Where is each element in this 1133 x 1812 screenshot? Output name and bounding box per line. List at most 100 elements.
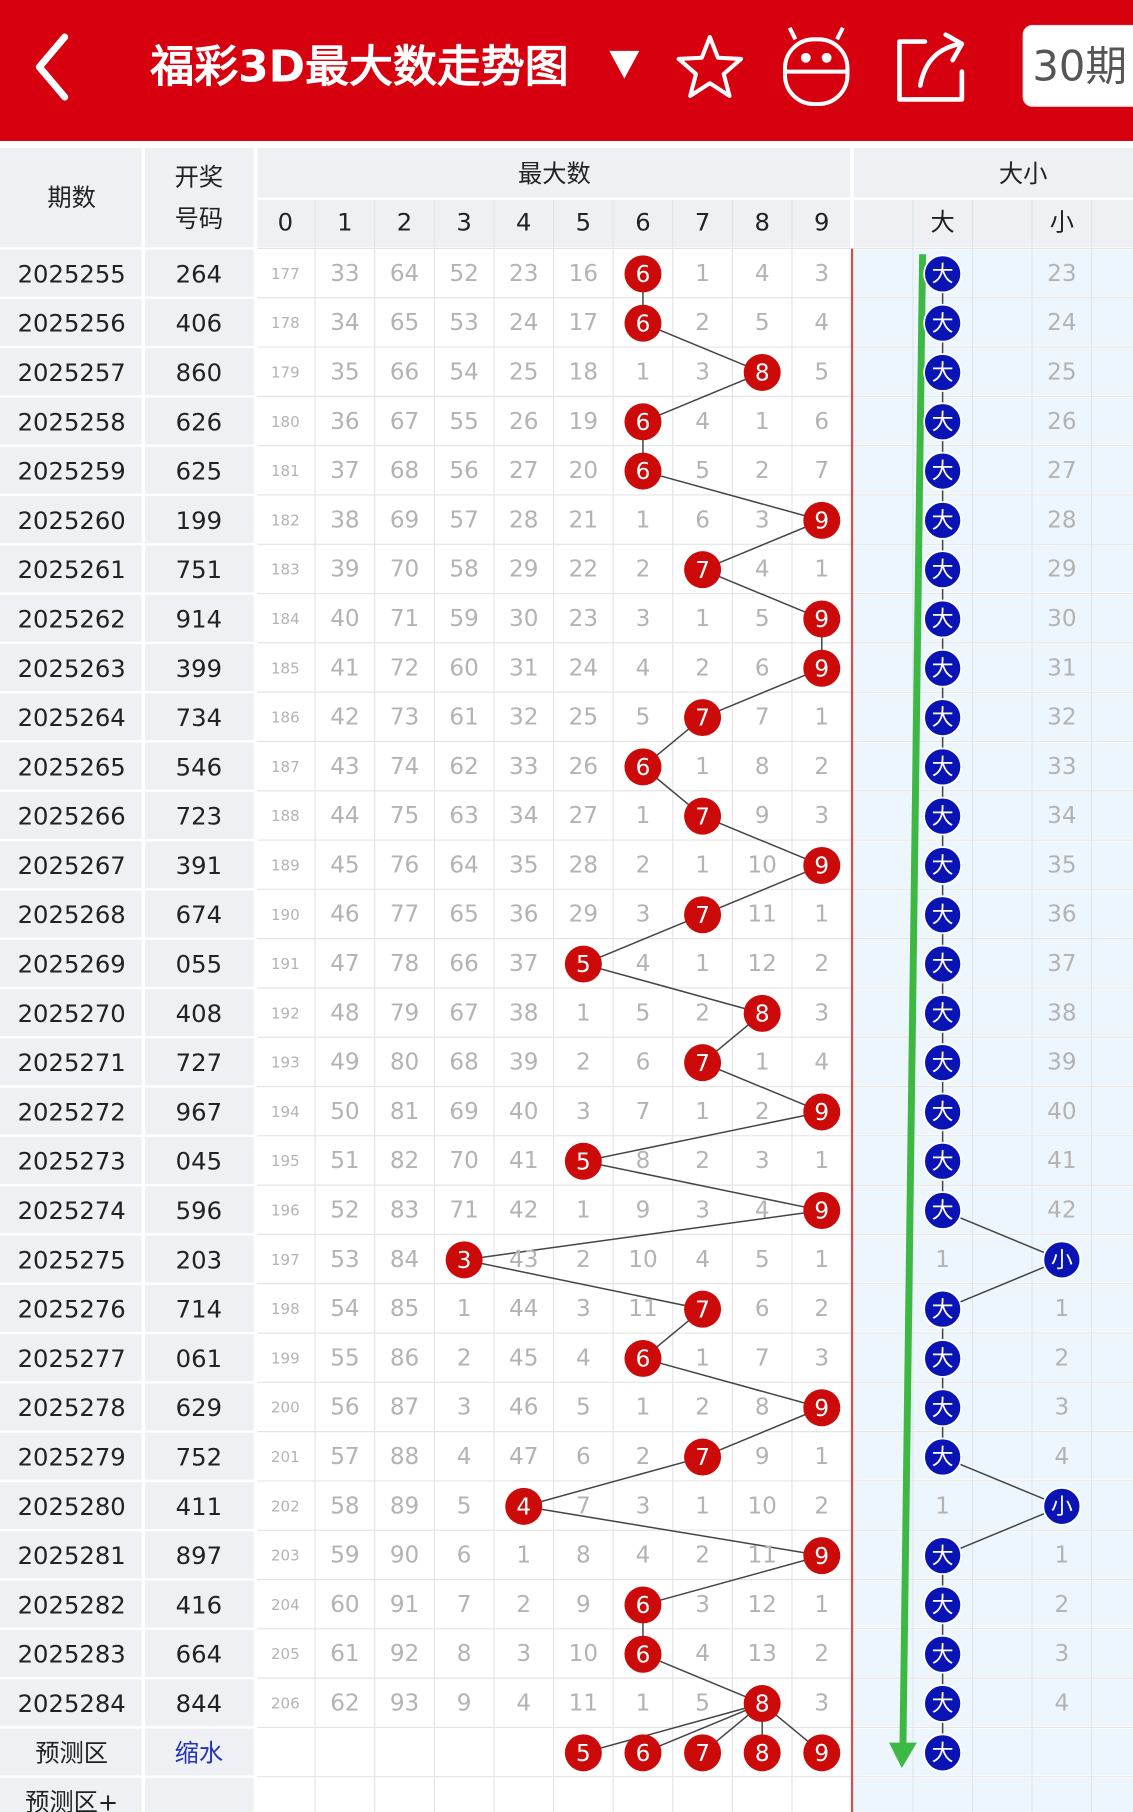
trend-line — [702, 519, 823, 571]
draw-number: 264 — [176, 259, 222, 288]
size-label: 大 — [932, 1594, 954, 1619]
max-digit-label: 7 — [695, 558, 710, 584]
miss-count: 1 — [695, 852, 710, 878]
issue: 2025275 — [18, 1245, 126, 1274]
max-digit-ball — [743, 1685, 781, 1723]
max-digit-ball — [684, 1044, 722, 1082]
miss-count: 206 — [271, 1695, 300, 1713]
miss-count: 6 — [755, 655, 770, 681]
miss-count: 11 — [747, 902, 776, 928]
max-digit-label: 7 — [695, 1297, 710, 1323]
dropdown-arrow[interactable] — [609, 50, 640, 79]
size-ball — [923, 698, 962, 737]
max-digit-ball — [564, 1734, 602, 1772]
max-digit-ball — [564, 1142, 602, 1180]
back-button[interactable] — [35, 33, 69, 101]
size-label: 大 — [932, 312, 954, 337]
miss-count: 24 — [509, 310, 538, 336]
max-digit-ball — [803, 501, 841, 539]
size-ball — [923, 501, 962, 540]
size-miss-count: 3 — [1054, 1641, 1069, 1667]
size-ball — [923, 944, 962, 984]
size-ball — [1042, 1240, 1082, 1280]
miss-count: 6 — [576, 1444, 591, 1470]
size-label: 大 — [932, 1101, 954, 1126]
max-digit-ball — [445, 1241, 483, 1279]
size-col-bg — [853, 248, 1133, 1812]
max-digit-label: 7 — [695, 706, 710, 732]
miss-count: 5 — [755, 310, 770, 336]
size-miss-count: 2 — [1054, 1592, 1069, 1618]
page-title[interactable]: 福彩3D最大数走势图 — [149, 42, 568, 93]
issue: 2025277 — [18, 1344, 126, 1373]
max-digit-ball — [803, 600, 841, 638]
max-digit-ball — [803, 1192, 841, 1230]
shrink-link[interactable]: 缩水 — [175, 1738, 224, 1767]
max-digit-label: 9 — [814, 509, 829, 535]
size-ball — [923, 1585, 962, 1625]
miss-count: 13 — [747, 1641, 776, 1667]
miss-count: 46 — [509, 1395, 538, 1421]
miss-count: 67 — [449, 1000, 478, 1026]
miss-count: 205 — [271, 1645, 300, 1663]
draw-number: 391 — [176, 851, 222, 880]
size-ball — [923, 846, 962, 885]
size-label: 大 — [932, 1544, 954, 1569]
size-miss-count: 3 — [1054, 1395, 1069, 1421]
max-digit-ball — [624, 748, 662, 786]
draw-number: 055 — [176, 950, 222, 979]
miss-count: 194 — [271, 1103, 300, 1121]
miss-count: 184 — [271, 610, 300, 628]
miss-count: 42 — [330, 705, 359, 731]
issue: 2025262 — [18, 604, 126, 633]
size-ball — [923, 1684, 962, 1723]
miss-count: 186 — [271, 709, 300, 727]
miss-count: 68 — [449, 1050, 478, 1076]
miss-count: 191 — [271, 955, 300, 973]
draw-number: 626 — [176, 407, 222, 436]
max-digit-ball — [743, 353, 781, 391]
issue: 2025278 — [18, 1393, 126, 1422]
miss-count: 188 — [271, 807, 300, 825]
miss-count: 9 — [576, 1592, 591, 1618]
miss-count: 76 — [390, 852, 419, 878]
trend-line — [702, 1061, 823, 1113]
robot-icon[interactable] — [782, 26, 850, 107]
miss-count: 2 — [636, 852, 651, 878]
favorite-icon[interactable] — [676, 34, 744, 98]
size-trend-line — [942, 1209, 1063, 1261]
period-button-label[interactable]: 30期 — [1032, 41, 1127, 90]
size-label: 大 — [932, 657, 954, 682]
size-label: 大 — [932, 903, 954, 928]
miss-count: 1 — [516, 1543, 531, 1569]
size-miss-count: 32 — [1047, 705, 1076, 731]
miss-count: 56 — [330, 1395, 359, 1421]
size-miss-count: 24 — [1047, 310, 1076, 336]
max-digit-label: 9 — [814, 1199, 829, 1225]
miss-count: 1 — [636, 803, 651, 829]
size-ball — [923, 648, 962, 688]
digit-header: 7 — [695, 207, 710, 236]
trend-line — [642, 1702, 763, 1754]
miss-count: 1 — [636, 1691, 651, 1717]
max-digit-label: 7 — [695, 804, 710, 830]
size-miss-count: 27 — [1047, 458, 1076, 484]
size-ball — [923, 254, 962, 294]
miss-count: 2 — [695, 1148, 710, 1174]
size-ball — [923, 1437, 962, 1477]
size-label: 大 — [932, 1692, 954, 1717]
miss-count: 88 — [390, 1444, 419, 1470]
max-digit-ball — [803, 649, 841, 687]
miss-count: 3 — [814, 1345, 829, 1371]
miss-count: 85 — [390, 1296, 419, 1322]
size-label: 大 — [932, 1446, 954, 1471]
miss-count: 26 — [569, 754, 598, 780]
share-icon[interactable] — [897, 32, 965, 102]
miss-count: 16 — [569, 261, 598, 287]
trend-line — [523, 1505, 822, 1557]
miss-count: 4 — [457, 1444, 472, 1470]
period-button[interactable] — [1022, 24, 1133, 107]
max-digit-ball — [624, 1339, 662, 1377]
miss-count: 49 — [330, 1050, 359, 1076]
miss-count: 73 — [390, 705, 419, 731]
